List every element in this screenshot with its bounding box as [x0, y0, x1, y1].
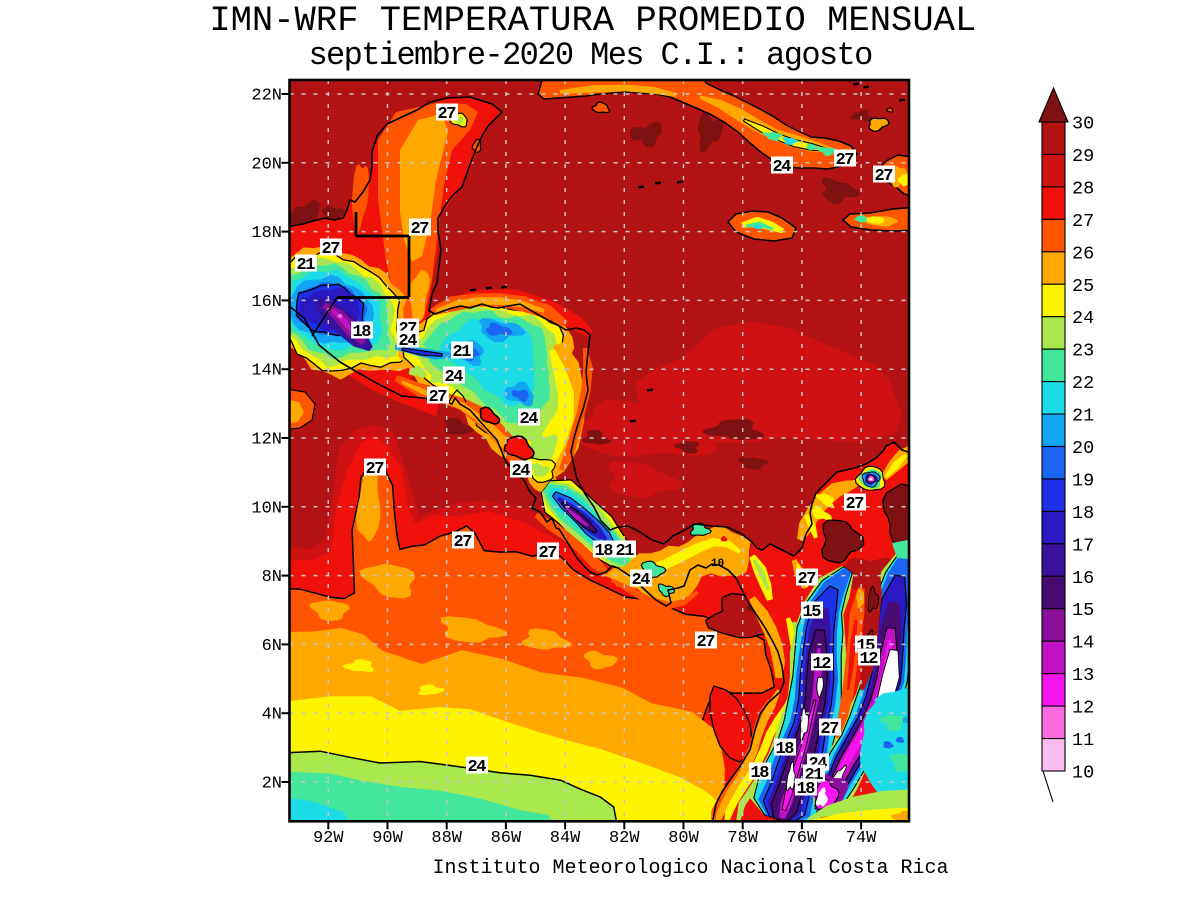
svg-text:27: 27: [365, 460, 384, 479]
svg-text:76W: 76W: [787, 829, 818, 848]
svg-text:10: 10: [711, 558, 724, 570]
svg-text:27: 27: [820, 720, 839, 739]
svg-text:27: 27: [428, 388, 447, 407]
svg-text:18: 18: [775, 740, 794, 759]
svg-text:92W: 92W: [313, 829, 344, 848]
svg-text:septiembre-2020 Mes C.I.: agos: septiembre-2020 Mes C.I.: agosto: [308, 37, 872, 74]
svg-text:IMN-WRF TEMPERATURA PROMEDIO: IMN-WRF TEMPERATURA PROMEDIO MENSUAL: [209, 0, 976, 41]
svg-text:13: 13: [1072, 665, 1094, 686]
svg-text:18N: 18N: [251, 224, 282, 243]
svg-text:27: 27: [437, 105, 456, 124]
svg-text:27: 27: [321, 240, 340, 259]
svg-text:80W: 80W: [668, 829, 699, 848]
svg-text:10: 10: [1072, 763, 1094, 784]
svg-text:18: 18: [750, 764, 769, 783]
svg-text:24: 24: [772, 158, 791, 177]
svg-text:27: 27: [797, 570, 816, 589]
svg-text:17: 17: [1072, 535, 1094, 556]
svg-text:2N: 2N: [262, 775, 282, 794]
svg-text:22: 22: [1072, 373, 1094, 394]
svg-text:30: 30: [1072, 114, 1094, 135]
svg-text:82W: 82W: [609, 829, 640, 848]
svg-text:27: 27: [538, 544, 557, 563]
svg-text:24: 24: [519, 410, 538, 429]
svg-text:4N: 4N: [262, 706, 282, 725]
svg-text:21: 21: [615, 542, 634, 561]
svg-text:21: 21: [1072, 406, 1094, 427]
svg-text:18: 18: [796, 780, 815, 799]
svg-text:Instituto Meteorologico Nacion: Instituto Meteorologico Nacional Costa R…: [432, 857, 948, 880]
svg-text:24: 24: [467, 758, 486, 777]
svg-text:27: 27: [1072, 211, 1094, 232]
svg-text:74W: 74W: [846, 829, 877, 848]
svg-text:14: 14: [1072, 633, 1094, 654]
svg-text:27: 27: [453, 533, 472, 552]
svg-text:14N: 14N: [251, 362, 282, 381]
svg-text:78W: 78W: [727, 829, 758, 848]
svg-text:15: 15: [802, 603, 821, 622]
svg-text:12: 12: [859, 650, 878, 669]
svg-text:27: 27: [410, 220, 429, 239]
svg-text:24: 24: [1072, 308, 1094, 329]
svg-text:29: 29: [1072, 146, 1094, 167]
svg-text:24: 24: [511, 462, 530, 481]
svg-text:18: 18: [594, 542, 613, 561]
svg-text:84W: 84W: [550, 829, 581, 848]
svg-text:24: 24: [444, 368, 463, 387]
svg-text:6N: 6N: [262, 637, 282, 656]
svg-text:11: 11: [1072, 730, 1094, 751]
svg-text:88W: 88W: [431, 829, 462, 848]
svg-text:25: 25: [1072, 276, 1094, 297]
svg-text:12N: 12N: [251, 431, 282, 450]
svg-text:20: 20: [1072, 438, 1094, 459]
svg-text:24: 24: [398, 332, 417, 351]
svg-text:22N: 22N: [251, 87, 282, 106]
svg-text:24: 24: [631, 571, 650, 590]
svg-text:86W: 86W: [491, 829, 522, 848]
svg-text:16: 16: [1072, 568, 1094, 589]
svg-text:12: 12: [812, 655, 831, 674]
svg-text:12: 12: [1072, 698, 1094, 719]
svg-text:15: 15: [1072, 600, 1094, 621]
svg-text:28: 28: [1072, 178, 1094, 199]
svg-text:27: 27: [874, 167, 893, 186]
svg-text:20N: 20N: [251, 155, 282, 174]
svg-text:16N: 16N: [251, 293, 282, 312]
svg-text:19: 19: [1072, 471, 1094, 492]
svg-text:18: 18: [352, 323, 371, 342]
svg-text:26: 26: [1072, 243, 1094, 264]
svg-text:27: 27: [696, 633, 715, 652]
svg-text:10N: 10N: [251, 499, 282, 518]
svg-text:27: 27: [835, 151, 854, 170]
svg-text:21: 21: [452, 343, 471, 362]
svg-text:18: 18: [1072, 503, 1094, 524]
svg-text:23: 23: [1072, 341, 1094, 362]
svg-text:21: 21: [296, 256, 315, 275]
svg-text:8N: 8N: [262, 568, 282, 587]
svg-text:27: 27: [845, 495, 864, 514]
svg-text:90W: 90W: [372, 829, 403, 848]
